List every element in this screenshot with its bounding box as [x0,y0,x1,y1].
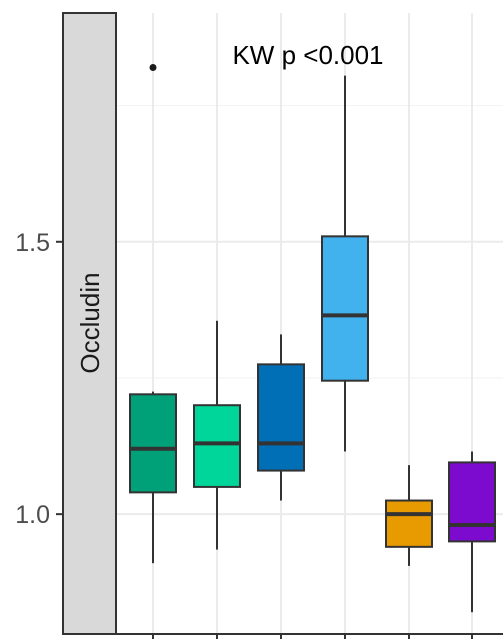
kw-annotation: KW p <0.001 [232,40,383,70]
box-iqr [129,393,177,494]
facet-strip-label: Occludin [75,272,105,373]
outlier-point [149,63,157,71]
panel-background [117,13,503,634]
y-tick-label: 1.5 [15,229,50,257]
box-iqr [321,235,369,382]
box-iqr [385,499,433,548]
box-iqr [257,363,305,472]
y-tick-label: 1.0 [15,501,50,529]
box-iqr [193,404,241,488]
facet-strip [62,12,117,635]
box-iqr [448,461,496,543]
